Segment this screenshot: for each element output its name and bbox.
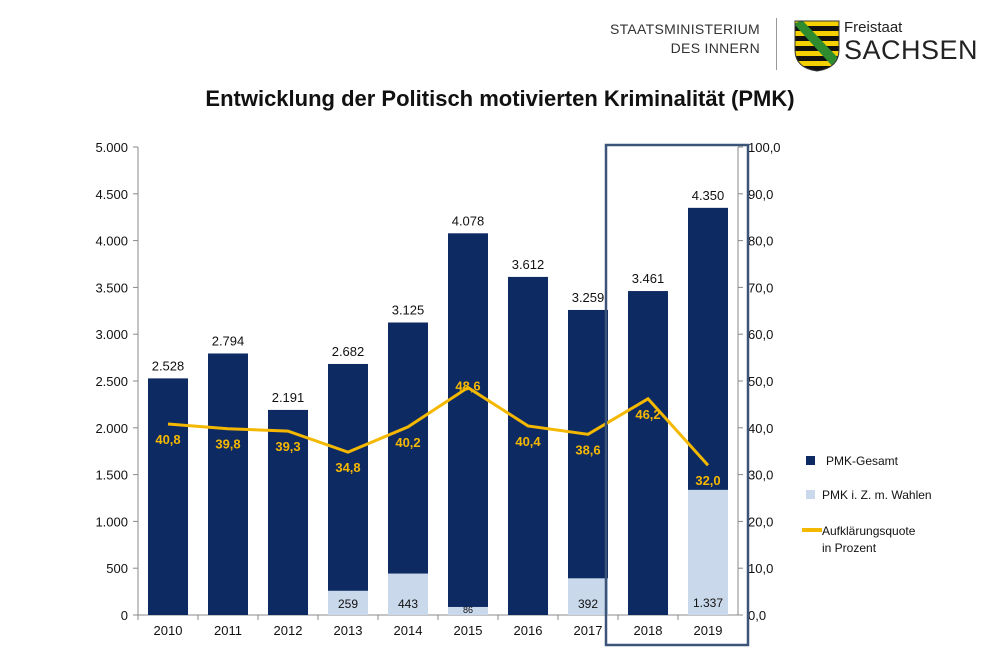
x-tick-label: 2019	[694, 623, 723, 638]
legend-label-aufklaerungsquote-2: in Prozent	[822, 541, 877, 555]
saxony-coat-of-arms-icon	[794, 20, 840, 72]
bar-pmk-wahlen	[688, 489, 728, 615]
bar-pmk-gesamt	[268, 409, 308, 615]
y-left-tick-label: 1.000	[95, 514, 128, 529]
legend-label-pmk-wahlen: PMK i. Z. m. Wahlen	[822, 488, 932, 502]
brand-small: Freistaat	[844, 19, 903, 36]
bar-label-pmk-wahlen: 443	[398, 597, 418, 611]
line-label-aufklaerungsquote: 38,6	[575, 442, 600, 457]
y-right-tick-label: 70,0	[748, 280, 773, 295]
line-label-aufklaerungsquote: 39,3	[275, 439, 300, 454]
line-label-aufklaerungsquote: 40,8	[155, 432, 180, 447]
bar-label-pmk-gesamt: 3.461	[632, 271, 665, 286]
bar-pmk-gesamt	[208, 353, 248, 615]
y-right-tick-label: 30,0	[748, 468, 773, 483]
y-left-tick-label: 1.500	[95, 468, 128, 483]
line-label-aufklaerungsquote: 40,4	[515, 434, 541, 449]
line-label-aufklaerungsquote: 46,2	[635, 407, 660, 422]
line-aufklaerungsquote	[167, 385, 710, 467]
ministry-name: STAATSMINISTERIUM DES INNERN	[610, 20, 760, 58]
y-left-tick-label: 2.500	[95, 374, 128, 389]
legend-label-pmk-gesamt: PMK-Gesamt	[826, 454, 899, 468]
y-right-tick-label: 40,0	[748, 421, 773, 436]
bar-pmk-wahlen	[568, 578, 608, 615]
ministry-line1: STAATSMINISTERIUM	[609, 21, 760, 37]
y-right-tick-label: 10,0	[748, 561, 773, 576]
y-right-tick-label: 90,0	[748, 187, 773, 202]
y-right-tick-label: 100,0	[748, 140, 781, 155]
bar-pmk-gesamt	[448, 233, 488, 615]
legend-label-aufklaerungsquote-1: Aufklärungsquote	[822, 524, 916, 538]
x-tick-label: 2013	[334, 623, 363, 638]
legend-swatch-pmk-gesamt	[806, 456, 815, 465]
bar-pmk-wahlen	[328, 590, 368, 615]
ministry-line2: DES INNERN	[670, 40, 760, 56]
bar-label-pmk-gesamt: 3.612	[512, 257, 545, 272]
bar-pmk-gesamt	[508, 276, 548, 615]
y-left-tick-label: 2.000	[95, 421, 128, 436]
bar-pmk-gesamt	[328, 363, 368, 615]
bar-pmk-gesamt	[628, 291, 668, 615]
line-label-aufklaerungsquote: 39,8	[215, 437, 240, 452]
y-left-tick-label: 500	[106, 561, 128, 576]
y-right-tick-label: 20,0	[748, 514, 773, 529]
bar-pmk-wahlen	[388, 573, 428, 615]
line-label-aufklaerungsquote: 40,2	[395, 435, 420, 450]
bar-pmk-wahlen	[448, 606, 488, 615]
bar-label-pmk-wahlen: 259	[338, 597, 358, 611]
y-right-tick-label: 0,0	[748, 608, 766, 623]
line-label-aufklaerungsquote: 48,6	[455, 379, 480, 394]
legend-swatch-pmk-wahlen	[806, 490, 815, 499]
line-label-aufklaerungsquote: 34,8	[335, 460, 360, 475]
bar-label-pmk-wahlen: 1.337	[693, 596, 723, 610]
bar-label-pmk-gesamt: 2.682	[332, 344, 365, 359]
bar-label-pmk-gesamt: 2.794	[212, 333, 245, 348]
bar-label-pmk-gesamt: 3.125	[392, 303, 425, 318]
x-tick-label: 2010	[154, 623, 183, 638]
bar-label-pmk-gesamt: 3.259	[572, 290, 605, 305]
bar-label-pmk-gesamt: 4.078	[452, 213, 485, 228]
y-left-tick-label: 5.000	[95, 140, 128, 155]
y-left-tick-label: 0	[121, 608, 128, 623]
bar-pmk-gesamt	[148, 378, 188, 615]
bar-pmk-gesamt	[388, 322, 428, 615]
highlight-box-2018-2019	[604, 143, 750, 647]
x-tick-label: 2018	[634, 623, 663, 638]
y-right-tick-label: 50,0	[748, 374, 773, 389]
y-right-tick-label: 60,0	[748, 327, 773, 342]
y-left-tick-label: 3.000	[95, 327, 128, 342]
line-label-aufklaerungsquote: 32,0	[695, 473, 720, 488]
header-divider	[776, 18, 777, 70]
bar-label-pmk-wahlen: 86	[463, 605, 473, 615]
bar-label-pmk-gesamt: 4.350	[692, 188, 725, 203]
y-right-tick-label: 80,0	[748, 234, 773, 249]
x-tick-label: 2016	[514, 623, 543, 638]
legend-swatch-aufklaerungsquote	[802, 528, 822, 532]
x-tick-label: 2012	[274, 623, 303, 638]
x-tick-label: 2014	[394, 623, 423, 638]
y-left-tick-label: 4.500	[95, 187, 128, 202]
bar-label-pmk-gesamt: 2.528	[152, 358, 185, 373]
bar-pmk-gesamt	[568, 309, 608, 615]
y-left-tick-label: 4.000	[95, 234, 128, 249]
chart-title: Entwicklung der Politisch motivierten Kr…	[205, 86, 795, 111]
brand-large: SACHSEN	[844, 35, 979, 65]
x-tick-label: 2011	[214, 623, 242, 638]
x-tick-label: 2015	[454, 623, 483, 638]
bar-label-pmk-gesamt: 2.191	[272, 390, 305, 405]
bar-label-pmk-wahlen: 392	[578, 597, 598, 611]
y-left-tick-label: 3.500	[95, 280, 128, 295]
brand-logo: Freistaat SACHSEN	[844, 20, 978, 65]
x-tick-label: 2017	[574, 623, 603, 638]
